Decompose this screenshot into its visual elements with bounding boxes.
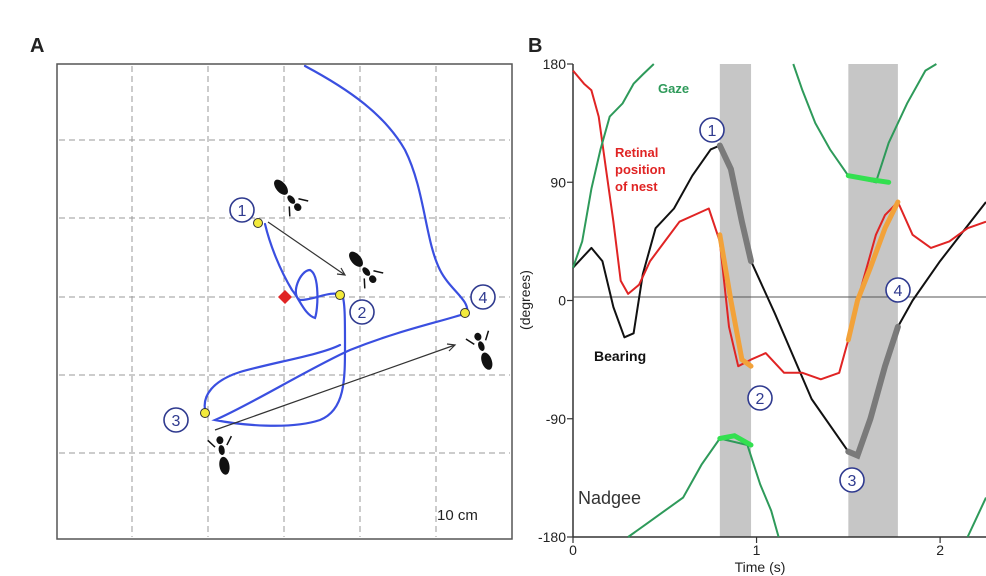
marker-b-2: 2 <box>747 385 773 411</box>
arrow-3-head <box>446 343 457 352</box>
y-tick-label: 0 <box>558 293 566 309</box>
retinal-line <box>572 69 986 381</box>
marker-b-1: 1 <box>699 117 725 143</box>
panel-a-plot: 1 2 3 4 10 cm <box>56 63 513 540</box>
bearing-highlight-gray <box>845 323 901 460</box>
y-tick-label: -90 <box>546 411 566 427</box>
y-tick-label: -180 <box>538 529 566 545</box>
position-dot-1 <box>253 218 263 228</box>
nadgee-highlight-green <box>717 433 754 448</box>
position-dot-2 <box>335 290 345 300</box>
marker-4-text: 4 <box>479 290 488 307</box>
gaze-label: Gaze <box>658 81 689 96</box>
marker-3-text: 3 <box>172 413 181 430</box>
arrow-1-to-2 <box>267 221 346 276</box>
marker-2-text: 2 <box>358 305 367 322</box>
gaze-line <box>966 497 986 538</box>
retinal-label-line3: of nest <box>615 179 658 194</box>
y-tick-label: 180 <box>543 56 567 72</box>
x-tick-label: 2 <box>936 542 944 558</box>
gaze-line <box>627 437 780 538</box>
bearing-highlight-gray <box>716 142 754 265</box>
ant-icon <box>349 251 384 289</box>
marker-3: 3 <box>163 407 189 433</box>
highlight-segments <box>716 142 901 460</box>
panel-b-label: B <box>528 35 542 57</box>
x-axis-label: Time (s) <box>735 559 786 575</box>
y-axis-label: (degrees) <box>517 270 533 330</box>
x-tick-label: 1 <box>753 542 761 558</box>
panel-b-markers: 1 2 3 4 <box>699 117 911 493</box>
trajectory-lower-loop <box>203 343 342 416</box>
gaze-line <box>572 63 655 269</box>
shaded-interval <box>719 64 752 537</box>
gaze-highlight-green <box>845 173 892 185</box>
marker-b-4: 4 <box>885 277 911 303</box>
y-tick-label: 90 <box>550 174 566 190</box>
marker-b-3: 3 <box>839 467 865 493</box>
marker-b-2-text: 2 <box>756 391 765 408</box>
shaded-intervals <box>719 64 898 537</box>
marker-1: 1 <box>229 197 255 223</box>
retinal-label-line2: position <box>615 162 666 177</box>
retinal-label-line1: Retinal <box>615 145 658 160</box>
marker-b-3-text: 3 <box>848 473 857 490</box>
marker-1-text: 1 <box>238 203 247 220</box>
position-dot-3 <box>200 408 210 418</box>
marker-2: 2 <box>349 299 375 325</box>
marker-b-1-text: 1 <box>708 123 717 140</box>
marker-4: 4 <box>470 284 496 310</box>
ant-icon <box>465 330 493 370</box>
nest-marker <box>278 290 292 304</box>
bearing-label: Bearing <box>594 348 646 364</box>
position-dot-4 <box>460 308 470 318</box>
panel-a-markers: 1 2 3 4 <box>163 197 496 433</box>
arrow-1-head <box>336 267 347 276</box>
arrow-3-to-4 <box>214 344 456 431</box>
nadgee-label: Nadgee <box>578 488 641 508</box>
position-dots <box>200 218 470 418</box>
ant-icon <box>207 435 233 475</box>
retinal-highlight-orange <box>717 232 754 369</box>
scale-label: 10 cm <box>437 507 478 524</box>
series-lines <box>572 63 986 538</box>
marker-b-4-text: 4 <box>894 283 903 300</box>
trajectory-path <box>211 64 469 427</box>
ant-icon <box>274 179 309 217</box>
ant-silhouettes <box>207 179 493 475</box>
retinal-highlight-orange <box>845 199 901 343</box>
panel-a-label: A <box>30 35 44 57</box>
x-tick-label: 0 <box>569 542 577 558</box>
direction-arrows <box>214 221 457 431</box>
